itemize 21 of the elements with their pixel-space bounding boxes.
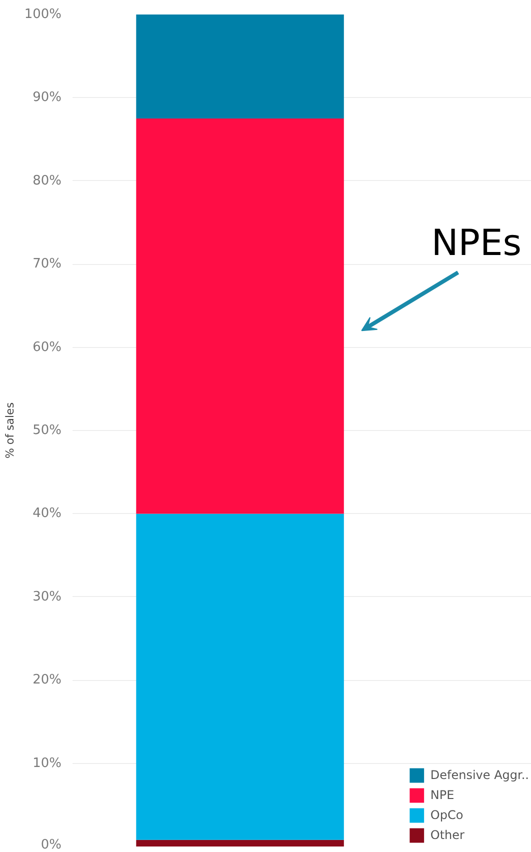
y-tick-label: 10% bbox=[32, 756, 62, 771]
y-tick-label: 30% bbox=[32, 589, 62, 604]
legend-label: NPE bbox=[430, 788, 454, 802]
y-tick-label: 70% bbox=[32, 256, 62, 272]
legend-label: Other bbox=[430, 828, 464, 842]
y-tick-label: 0% bbox=[40, 838, 62, 852]
y-tick-label: 50% bbox=[32, 423, 62, 438]
bar bbox=[136, 840, 344, 846]
legend-label: OpCo bbox=[430, 808, 464, 822]
y-axis-title: % of sales bbox=[3, 402, 16, 459]
y-tick-label: 60% bbox=[32, 340, 62, 355]
bar bbox=[136, 514, 344, 840]
y-tick-label: 80% bbox=[32, 173, 62, 188]
y-tick-label: 100% bbox=[24, 7, 62, 22]
y-tick-label: 90% bbox=[32, 90, 62, 106]
legend-label: Defensive Aggr.. bbox=[430, 768, 529, 782]
bar bbox=[136, 118, 344, 514]
y-tick-label: 40% bbox=[32, 506, 62, 522]
bar bbox=[136, 14, 344, 118]
y-tick-label: 20% bbox=[32, 672, 62, 688]
annotation: NPEs bbox=[431, 223, 522, 264]
